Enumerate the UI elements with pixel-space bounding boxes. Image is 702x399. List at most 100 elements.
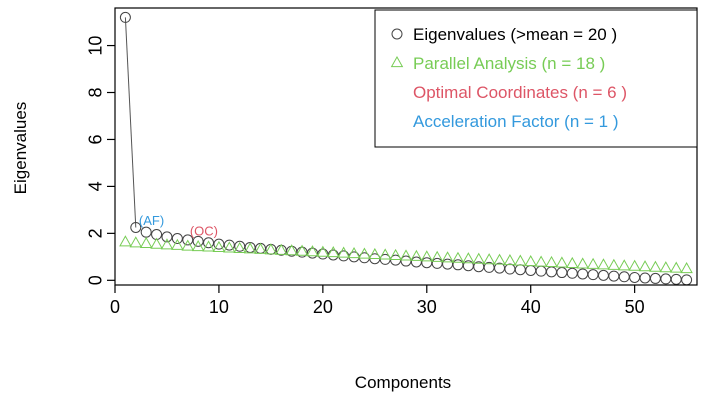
eigenvalue-point — [639, 272, 651, 284]
eigenvalue-point — [338, 250, 350, 262]
eigenvalue-point — [203, 237, 215, 249]
eigenvalue-point — [525, 264, 537, 276]
parallel-point — [597, 258, 610, 270]
parallel-point — [545, 255, 558, 268]
parallel-point — [358, 247, 371, 259]
y-tick-label: 0 — [85, 275, 105, 285]
parallel-point — [576, 257, 589, 269]
parallel-point — [514, 254, 527, 266]
parallel-point — [233, 241, 246, 253]
parallel-point — [493, 253, 506, 265]
parallel-point — [680, 262, 693, 274]
parallel-point — [503, 254, 517, 266]
eigenvalue-point — [130, 221, 142, 233]
eigenvalue-point — [546, 266, 557, 278]
parallel-point — [534, 255, 548, 267]
parallel-point — [628, 259, 641, 271]
x-axis-title: Components — [355, 373, 451, 392]
legend-box — [374, 9, 698, 148]
parallel-point — [368, 247, 382, 260]
eigenvalue-point — [556, 267, 568, 279]
legend-triangle-marker — [390, 55, 404, 68]
parallel-point — [264, 243, 278, 255]
y-tick-label: 6 — [85, 134, 105, 144]
parallel-point — [316, 245, 330, 257]
eigenvalue-point — [327, 249, 339, 261]
parallel-point — [306, 245, 319, 257]
eigenvalue-point — [140, 226, 152, 238]
eigenvalue-point — [504, 263, 516, 275]
parallel-point — [420, 250, 434, 262]
eigenvalue-point — [161, 231, 173, 243]
x-tick-label: 40 — [521, 297, 541, 317]
legend-circle-marker — [391, 28, 403, 40]
y-tick-label: 10 — [85, 36, 105, 56]
x-tick-label: 30 — [417, 297, 437, 317]
legend-entry-oc: Optimal Coordinates (n = 6 ) — [413, 83, 627, 102]
parallel-point — [202, 240, 215, 252]
eigenvalue-point — [629, 271, 641, 283]
plot-area: (AF) (OC) — [119, 11, 693, 286]
parallel-point — [285, 244, 298, 256]
parallel-point — [295, 244, 309, 256]
parallel-point — [254, 242, 267, 254]
legend-entry-parallel: Parallel Analysis (n = 18 ) — [413, 54, 605, 73]
parallel-point — [223, 241, 236, 253]
parallel-point — [181, 239, 195, 251]
eigenvalue-point — [119, 11, 131, 23]
parallel-point — [472, 252, 486, 264]
eigenvalue-point — [660, 273, 672, 285]
parallel-point — [119, 235, 132, 247]
parallel-point — [399, 249, 413, 261]
parallel-point — [482, 253, 496, 265]
parallel-point — [451, 251, 465, 263]
eigenvalue-point — [234, 240, 246, 252]
eigenvalue-point — [649, 272, 661, 284]
parallel-point — [337, 246, 350, 258]
eigenvalue-point — [608, 270, 620, 282]
y-tick-label: 8 — [85, 88, 105, 98]
eigenvalue-point — [182, 234, 194, 246]
parallel-point — [555, 256, 569, 268]
parallel-point — [524, 254, 537, 267]
eigenvalue-point — [431, 257, 443, 269]
eigenvalue-point — [462, 260, 474, 272]
parallel-point — [638, 260, 652, 272]
eigenvalue-point — [670, 273, 682, 285]
eigenvalue-point — [681, 274, 693, 286]
y-tick-label: 2 — [85, 228, 105, 238]
eigenvalue-point — [597, 269, 609, 281]
eigenvalue-point — [255, 242, 266, 254]
parallel-point — [191, 239, 205, 252]
x-tick-label: 20 — [313, 297, 333, 317]
eigenvalue-point — [566, 267, 578, 279]
legend-entry-af: Acceleration Factor (n = 1 ) — [413, 112, 619, 131]
legend: Eigenvalues (>mean = 20 ) Parallel Analys… — [374, 9, 698, 148]
eigenvalue-point — [514, 264, 526, 276]
parallel-point — [389, 248, 402, 260]
parallel-point — [275, 243, 288, 255]
parallel-point — [462, 252, 475, 264]
y-axis-title: Eigenvalues — [11, 102, 30, 195]
af-annotation: (AF) — [139, 213, 164, 228]
x-tick-label: 0 — [110, 297, 120, 317]
parallel-point — [150, 237, 163, 249]
eigenvalue-point — [317, 248, 329, 260]
parallel-point — [649, 260, 662, 272]
eigenvalue-point — [442, 258, 454, 270]
parallel-point — [410, 249, 423, 261]
parallel-point — [212, 240, 226, 253]
eigenvalue-point — [171, 233, 183, 245]
parallel-point — [243, 242, 257, 254]
eigenvalue-point — [410, 256, 422, 268]
x-tick-label: 50 — [625, 297, 645, 317]
parallel-point — [347, 246, 361, 259]
parallel-point — [326, 246, 340, 258]
eigenvalue-point — [577, 268, 589, 280]
parallel-point — [129, 236, 143, 248]
parallel-point — [378, 248, 392, 260]
parallel-point — [171, 238, 184, 250]
eigenvalue-point — [618, 271, 630, 283]
eigenvalue-drop-line — [124, 17, 137, 228]
